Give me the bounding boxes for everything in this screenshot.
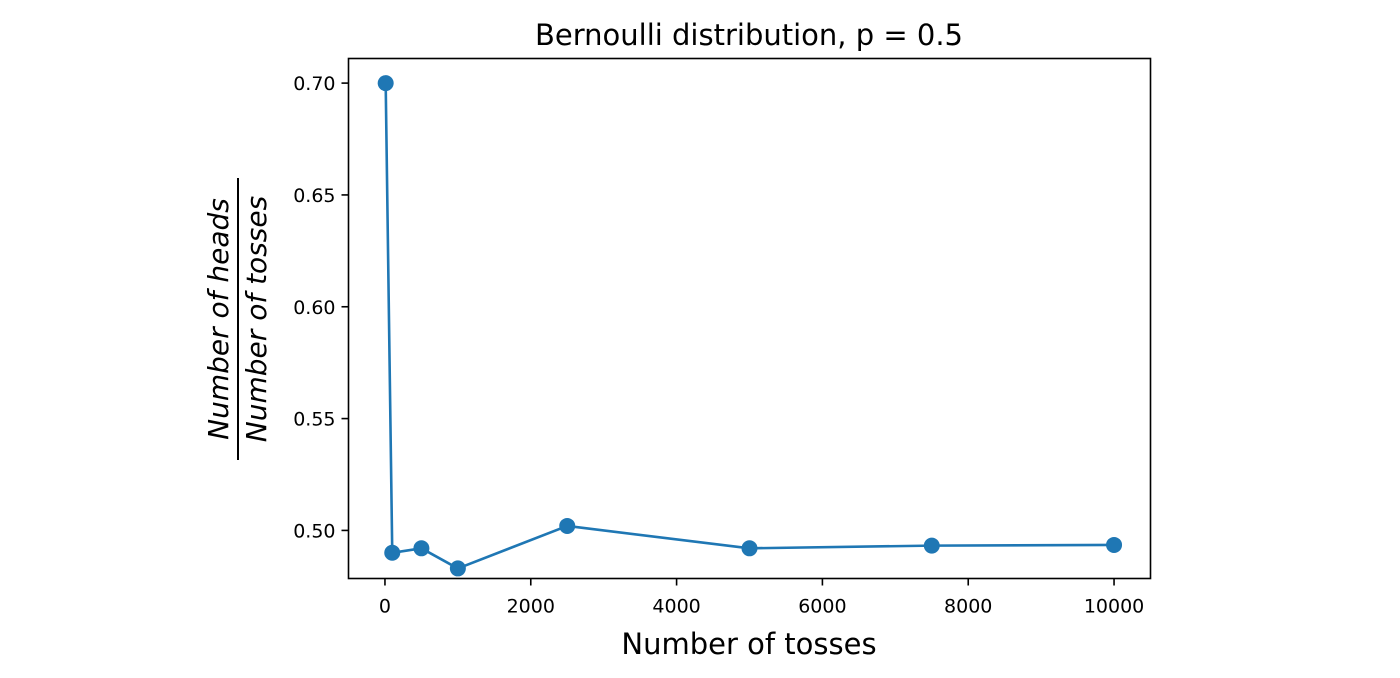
y-tick-label: 0.60 <box>293 297 335 319</box>
y-axis-title-denominator: Number of tosses <box>240 196 273 442</box>
data-point <box>559 517 576 534</box>
series-group <box>377 75 1123 577</box>
data-point <box>384 544 401 561</box>
y-tick-label: 0.70 <box>293 73 335 95</box>
x-axis-title: Number of tosses <box>621 627 876 661</box>
y-axis-title: Number of heads Number of tosses <box>202 178 273 460</box>
series-line <box>384 83 1115 570</box>
x-tick-label: 2000 <box>507 596 555 618</box>
plot-frame <box>347 57 1152 580</box>
data-point <box>377 75 394 92</box>
x-tick-label: 4000 <box>652 596 700 618</box>
y-tick-label: 0.65 <box>293 185 335 207</box>
y-tick-label: 0.50 <box>293 520 335 542</box>
y-axis-title-numerator: Number of heads <box>202 198 235 440</box>
x-tick-label: 10000 <box>1084 596 1144 618</box>
axis-ticks: 0 2000 4000 6000 8000 10000 0.50 0.55 0.60 0.65 0.… <box>293 73 1144 617</box>
y-tick-label: 0.55 <box>293 409 335 431</box>
chart-title: Bernoulli distribution, p = 0.5 <box>535 18 963 52</box>
data-point <box>449 560 466 577</box>
data-point <box>413 540 430 557</box>
x-tick-label: 6000 <box>798 596 846 618</box>
data-point <box>923 537 940 554</box>
data-point <box>1106 536 1123 553</box>
x-tick-label: 8000 <box>944 596 992 618</box>
x-tick-label: 0 <box>379 596 391 618</box>
data-point <box>741 540 758 557</box>
